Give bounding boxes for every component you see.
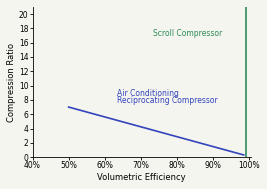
Text: Air Conditioning: Air Conditioning (117, 89, 179, 98)
X-axis label: Volumetric Efficiency: Volumetric Efficiency (97, 173, 186, 182)
Text: Reciprocating Compressor: Reciprocating Compressor (117, 96, 218, 105)
Text: Scroll Compressor: Scroll Compressor (154, 29, 223, 38)
Y-axis label: Compression Ratio: Compression Ratio (7, 43, 16, 122)
